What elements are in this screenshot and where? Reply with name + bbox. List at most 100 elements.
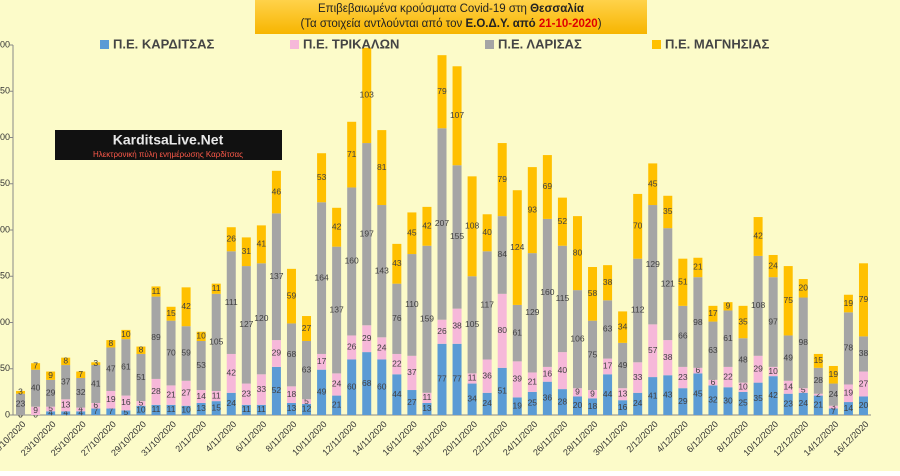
bar-segment bbox=[482, 392, 492, 415]
bar-segment bbox=[843, 384, 853, 403]
bar-segment bbox=[302, 316, 312, 341]
data-label: 28 bbox=[814, 375, 824, 385]
data-label: 48 bbox=[738, 355, 748, 365]
title-text: Επιβεβαιωμένα κρούσματα Covid-19 στη bbox=[318, 3, 527, 15]
bar-segment bbox=[302, 403, 312, 415]
data-label: 79 bbox=[497, 174, 507, 184]
data-label: 75 bbox=[588, 350, 598, 360]
data-label: 59 bbox=[287, 290, 297, 300]
bar-segment bbox=[181, 405, 191, 415]
bar-segment bbox=[527, 391, 537, 415]
data-label: 137 bbox=[269, 271, 283, 281]
title-box bbox=[255, 0, 647, 34]
bar-segment bbox=[753, 255, 763, 356]
data-label: 4 bbox=[78, 404, 83, 414]
bar-segment bbox=[708, 379, 718, 386]
data-label: 24 bbox=[633, 398, 643, 408]
data-label: 57 bbox=[648, 345, 658, 355]
bar-segment bbox=[648, 205, 658, 325]
data-label: 19 bbox=[829, 369, 839, 379]
data-label: 15 bbox=[211, 402, 221, 412]
data-label: 97 bbox=[768, 316, 778, 326]
data-label: 103 bbox=[360, 90, 374, 100]
bar-segment bbox=[196, 390, 206, 403]
bar-segment bbox=[798, 392, 808, 415]
legend-label: Π.Ε. ΛΑΡΙΣΑΣ bbox=[498, 36, 582, 51]
bar-segment bbox=[828, 408, 838, 415]
bar-segment bbox=[633, 362, 643, 393]
bar-segment bbox=[286, 402, 296, 415]
data-label: 121 bbox=[661, 278, 675, 288]
bar-segment bbox=[723, 366, 733, 388]
data-label: 38 bbox=[452, 320, 462, 330]
data-label: 9 bbox=[48, 370, 53, 380]
data-label: 61 bbox=[121, 362, 131, 372]
bar-segment bbox=[603, 265, 613, 301]
bar-segment bbox=[648, 324, 658, 378]
bar-segment bbox=[753, 382, 763, 415]
data-label: 115 bbox=[556, 293, 570, 303]
data-label: 111 bbox=[225, 297, 238, 307]
bar-segment bbox=[76, 407, 86, 412]
bar-segment bbox=[76, 411, 86, 415]
data-label: 7 bbox=[93, 406, 98, 416]
bar-segment bbox=[256, 374, 266, 405]
data-label: 47 bbox=[106, 363, 116, 373]
bar-segment bbox=[467, 176, 477, 277]
data-label: 6 bbox=[711, 377, 716, 387]
data-label: 58 bbox=[588, 288, 598, 298]
data-label: 14 bbox=[783, 382, 793, 392]
title-highlight: Θεσσαλία bbox=[530, 3, 584, 15]
data-label: 127 bbox=[239, 319, 253, 329]
data-label: 49 bbox=[618, 360, 628, 370]
data-label: 143 bbox=[375, 265, 389, 275]
bar-segment bbox=[858, 371, 868, 397]
data-label: 24 bbox=[332, 379, 342, 389]
data-label: 11 bbox=[257, 404, 266, 414]
bar-segment bbox=[603, 374, 613, 415]
bar-segment bbox=[467, 383, 477, 415]
data-label: 38 bbox=[663, 352, 673, 362]
bar-segment bbox=[392, 243, 402, 284]
bar-segment bbox=[557, 197, 567, 246]
logo: KarditsaLive.Net Ηλεκτρονική πύλη ενημέρ… bbox=[55, 130, 282, 160]
legend-swatch bbox=[485, 40, 494, 49]
data-label: 110 bbox=[405, 299, 419, 309]
bar-segment bbox=[437, 55, 447, 129]
data-label: 42 bbox=[227, 368, 237, 378]
bar-segment bbox=[663, 195, 673, 229]
legend-swatch bbox=[100, 40, 109, 49]
data-label: 42 bbox=[332, 221, 342, 231]
data-label: 5 bbox=[304, 396, 309, 406]
data-label: 17 bbox=[603, 361, 613, 371]
bar-segment bbox=[467, 276, 477, 374]
bar-segment bbox=[512, 361, 522, 398]
data-label: 21 bbox=[693, 262, 703, 272]
bar-segment bbox=[332, 373, 342, 396]
data-label: 70 bbox=[633, 221, 643, 231]
data-label: 14 bbox=[196, 391, 206, 401]
data-label: 15 bbox=[814, 355, 824, 365]
data-label: 69 bbox=[543, 181, 553, 191]
y-tick-label: 350 bbox=[0, 86, 10, 96]
bar-segment bbox=[813, 393, 823, 396]
logo-subtitle: Ηλεκτρονική πύλη ενημέρωσης Καρδίτσας bbox=[93, 150, 243, 159]
bar-segment bbox=[572, 396, 582, 415]
bar-segment bbox=[46, 371, 56, 380]
data-label: 61 bbox=[723, 333, 733, 343]
data-label: 35 bbox=[753, 393, 763, 403]
data-label: 32 bbox=[708, 394, 718, 404]
data-label: 52 bbox=[272, 385, 282, 395]
data-label: 27 bbox=[302, 323, 312, 333]
bar-segment bbox=[121, 339, 131, 396]
data-label: 11 bbox=[242, 404, 251, 414]
bar-segment bbox=[497, 367, 507, 415]
data-label: 5 bbox=[801, 385, 806, 395]
bar-segment bbox=[16, 390, 26, 394]
bar-segment bbox=[362, 325, 372, 353]
data-label: 37 bbox=[407, 367, 417, 377]
bar-segment bbox=[106, 347, 116, 391]
data-label: 44 bbox=[603, 389, 613, 399]
data-label: 16 bbox=[121, 397, 131, 407]
bar-segment bbox=[588, 320, 598, 391]
